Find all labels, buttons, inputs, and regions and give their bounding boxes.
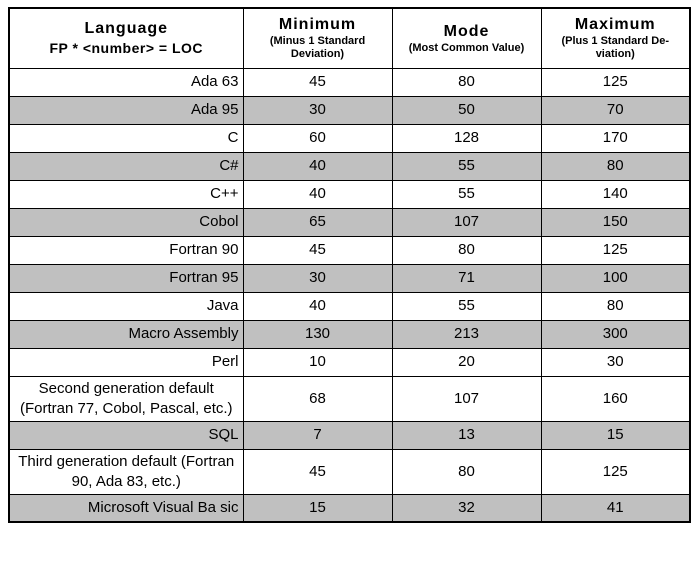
mode-cell: 55 — [391, 291, 542, 321]
minimum-cell: 15 — [242, 493, 393, 523]
language-cell: C++ — [8, 179, 244, 209]
maximum-cell: 125 — [540, 67, 691, 97]
table-row: Cobol 65 107 150 — [8, 207, 691, 237]
table-row: Fortran 90 45 80 125 — [8, 235, 691, 265]
maximum-cell: 41 — [540, 493, 691, 523]
minimum-cell: 40 — [242, 179, 393, 209]
table-row: Perl 10 20 30 — [8, 347, 691, 377]
maximum-cell: 150 — [540, 207, 691, 237]
table-body: Ada 63 45 80 125 Ada 95 30 50 70 C 60 128 170 C# 40 55… — [8, 67, 691, 523]
table-row: C# 40 55 80 — [8, 151, 691, 181]
table-row: SQL 7 13 15 — [8, 420, 691, 450]
mode-cell: 107 — [391, 375, 542, 422]
mode-cell: 213 — [391, 319, 542, 349]
table-row: Ada 63 45 80 125 — [8, 67, 691, 97]
language-cell: C# — [8, 151, 244, 181]
language-cell: Second generation default (Fortran 77, C… — [8, 375, 244, 422]
table-row: Fortran 95 30 71 100 — [8, 263, 691, 293]
mode-cell: 107 — [391, 207, 542, 237]
minimum-cell: 60 — [242, 123, 393, 153]
mode-cell: 55 — [391, 151, 542, 181]
language-cell: Ada 95 — [8, 95, 244, 125]
maximum-cell: 170 — [540, 123, 691, 153]
table-row: Microsoft Visual Ba sic 15 32 41 — [8, 493, 691, 523]
header-maximum-subtitle: (Plus 1 Standard De-viation) — [561, 35, 670, 61]
mode-cell: 13 — [391, 420, 542, 450]
table-row: Ada 95 30 50 70 — [8, 95, 691, 125]
language-cell: SQL — [8, 420, 244, 450]
table-row: Java 40 55 80 — [8, 291, 691, 321]
header-mode-subtitle: (Most Common Value) — [408, 41, 525, 54]
header-language: Language FP * <number> = LOC — [8, 7, 244, 69]
header-mode-title: Mode — [443, 22, 490, 40]
maximum-cell: 15 — [540, 420, 691, 450]
language-cell: Fortran 95 — [8, 263, 244, 293]
header-maximum: Maximum (Plus 1 Standard De-viation) — [540, 7, 691, 69]
maximum-cell: 30 — [540, 347, 691, 377]
maximum-cell: 80 — [540, 291, 691, 321]
table-row: C++ 40 55 140 — [8, 179, 691, 209]
maximum-cell: 80 — [540, 151, 691, 181]
language-cell: Java — [8, 291, 244, 321]
mode-cell: 55 — [391, 179, 542, 209]
maximum-cell: 160 — [540, 375, 691, 422]
minimum-cell: 65 — [242, 207, 393, 237]
header-minimum-title: Minimum — [278, 16, 357, 34]
table-row: Second generation default (Fortran 77, C… — [8, 375, 691, 422]
maximum-cell: 125 — [540, 235, 691, 265]
table-row: C 60 128 170 — [8, 123, 691, 153]
minimum-cell: 130 — [242, 319, 393, 349]
mode-cell: 80 — [391, 235, 542, 265]
fp-loc-conversion-table: Language FP * <number> = LOC Minimum (Mi… — [8, 7, 691, 523]
language-cell: Fortran 90 — [8, 235, 244, 265]
mode-cell: 20 — [391, 347, 542, 377]
language-cell: Third generation default (Fortran 90, Ad… — [8, 448, 244, 495]
maximum-cell: 125 — [540, 448, 691, 495]
mode-cell: 50 — [391, 95, 542, 125]
header-language-subtitle: FP * <number> = LOC — [49, 40, 204, 57]
table-row: Third generation default (Fortran 90, Ad… — [8, 448, 691, 495]
language-cell: Microsoft Visual Ba sic — [8, 493, 244, 523]
header-minimum-subtitle: (Minus 1 Standard Deviation) — [269, 35, 366, 61]
mode-cell: 80 — [391, 67, 542, 97]
header-mode: Mode (Most Common Value) — [391, 7, 542, 69]
table-header: Language FP * <number> = LOC Minimum (Mi… — [8, 7, 691, 69]
maximum-cell: 100 — [540, 263, 691, 293]
language-cell: Macro Assembly — [8, 319, 244, 349]
mode-cell: 80 — [391, 448, 542, 495]
mode-cell: 32 — [391, 493, 542, 523]
mode-cell: 71 — [391, 263, 542, 293]
language-cell: Perl — [8, 347, 244, 377]
minimum-cell: 45 — [242, 448, 393, 495]
minimum-cell: 68 — [242, 375, 393, 422]
language-cell: Cobol — [8, 207, 244, 237]
language-cell: Ada 63 — [8, 67, 244, 97]
header-row: Language FP * <number> = LOC Minimum (Mi… — [8, 7, 691, 69]
maximum-cell: 140 — [540, 179, 691, 209]
minimum-cell: 7 — [242, 420, 393, 450]
minimum-cell: 40 — [242, 151, 393, 181]
language-cell: C — [8, 123, 244, 153]
minimum-cell: 10 — [242, 347, 393, 377]
mode-cell: 128 — [391, 123, 542, 153]
maximum-cell: 70 — [540, 95, 691, 125]
minimum-cell: 30 — [242, 263, 393, 293]
maximum-cell: 300 — [540, 319, 691, 349]
minimum-cell: 45 — [242, 67, 393, 97]
minimum-cell: 45 — [242, 235, 393, 265]
minimum-cell: 30 — [242, 95, 393, 125]
header-maximum-title: Maximum — [574, 16, 656, 34]
table-row: Macro Assembly 130 213 300 — [8, 319, 691, 349]
header-minimum: Minimum (Minus 1 Standard Deviation) — [242, 7, 393, 69]
header-language-title: Language — [84, 20, 169, 38]
minimum-cell: 40 — [242, 291, 393, 321]
